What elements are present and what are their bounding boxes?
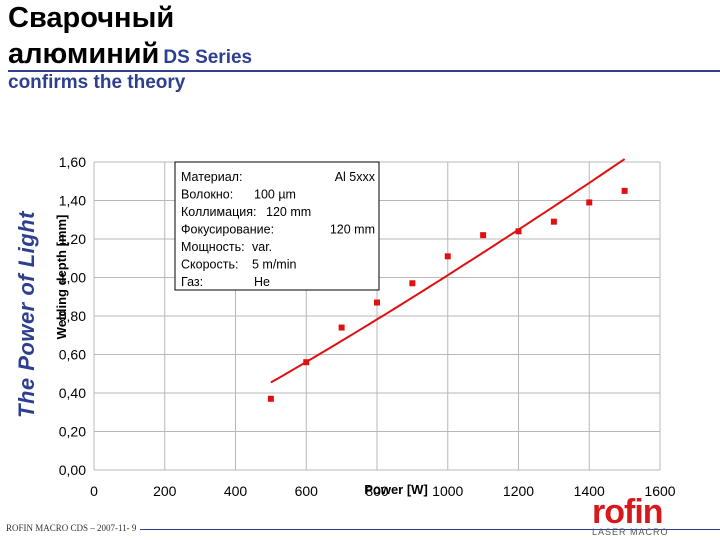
- data-point: [586, 199, 593, 206]
- x-tick-label: 1200: [503, 483, 534, 499]
- parameter-value: 5 m/min: [252, 258, 297, 272]
- page-subtitle: confirms the theory: [8, 72, 186, 93]
- data-point: [338, 324, 345, 331]
- parameter-label: Скорость:: [181, 258, 238, 272]
- page-title-line-2: алюминий DS Series: [8, 38, 252, 71]
- x-tick-label: 200: [153, 483, 177, 499]
- parameter-value: Al 5xxx: [335, 170, 376, 184]
- parameter-value: He: [254, 275, 270, 289]
- parameter-label: Материал:: [181, 170, 242, 184]
- footer-divider: [140, 529, 720, 530]
- series-label: DS Series: [163, 47, 253, 68]
- data-point: [409, 280, 416, 287]
- parameter-value: 120 mm: [266, 205, 311, 219]
- y-axis-label: Welding depth [mm]: [54, 215, 69, 340]
- x-tick-label: 1000: [432, 483, 463, 499]
- x-tick-label: 800: [365, 483, 389, 499]
- parameter-box-frame: [174, 161, 380, 291]
- data-point: [374, 299, 380, 306]
- data-point: [550, 218, 557, 225]
- parameter-value: 120 mm: [330, 223, 375, 237]
- parameter-label: Фокусирование:: [181, 223, 274, 237]
- logo-subtitle: LASER MACRO: [592, 527, 669, 537]
- data-point: [480, 232, 487, 239]
- x-axis-label: Power [W]: [364, 482, 428, 497]
- y-tick-label: 0,60: [59, 347, 86, 363]
- y-tick-label: 1,20: [59, 231, 86, 247]
- y-tick-labels: 0,00 0,20 0,40 0,60 0,80 1,00 1,20 1,40 1,60: [59, 154, 86, 478]
- y-tick-label: 0,80: [59, 308, 86, 324]
- data-point: [303, 359, 310, 366]
- logo-wordmark: rofin: [592, 493, 664, 531]
- page-title-word: алюминий: [8, 38, 160, 70]
- parameter-box: Материал: Al 5xxx Волокно: 100 µm Коллимация…: [174, 161, 380, 291]
- data-point: [621, 187, 628, 194]
- rofin-logo: rofin LASER MACRO: [588, 493, 688, 538]
- x-tick-label: 1400: [574, 483, 605, 499]
- parameter-value: 100 µm: [254, 188, 296, 202]
- data-point: [515, 228, 522, 235]
- y-tick-label: 0,40: [59, 385, 86, 401]
- parameter-label: Волокно:: [181, 188, 233, 202]
- parameter-label: Мощность:: [181, 240, 245, 254]
- header-divider: [8, 70, 720, 72]
- data-points: [267, 187, 628, 402]
- x-tick-label: 400: [224, 483, 248, 499]
- data-point: [267, 395, 274, 402]
- x-tick-label: 0: [90, 483, 98, 499]
- x-tick-label: 600: [295, 483, 319, 499]
- footer-text: ROFIN MACRO CDS – 2007-11- 9: [6, 523, 137, 533]
- trend-line: [270, 158, 626, 384]
- data-point: [444, 253, 451, 260]
- y-tick-label: 1,60: [59, 154, 86, 170]
- x-tick-label: 1600: [644, 483, 675, 499]
- parameter-value: var.: [252, 240, 272, 254]
- parameter-label: Газ:: [181, 275, 203, 289]
- y-tick-label: 1,40: [59, 193, 86, 209]
- y-tick-label: 0,20: [59, 424, 86, 440]
- y-tick-label: 1,00: [59, 270, 86, 286]
- page-title-line-1: Сварочный: [8, 2, 175, 34]
- y-tick-label: 0,00: [59, 462, 86, 478]
- parameter-label: Коллимация:: [181, 205, 256, 219]
- x-tick-labels: 0 200 400 600 800 1000 1200 1400 1600: [90, 483, 676, 499]
